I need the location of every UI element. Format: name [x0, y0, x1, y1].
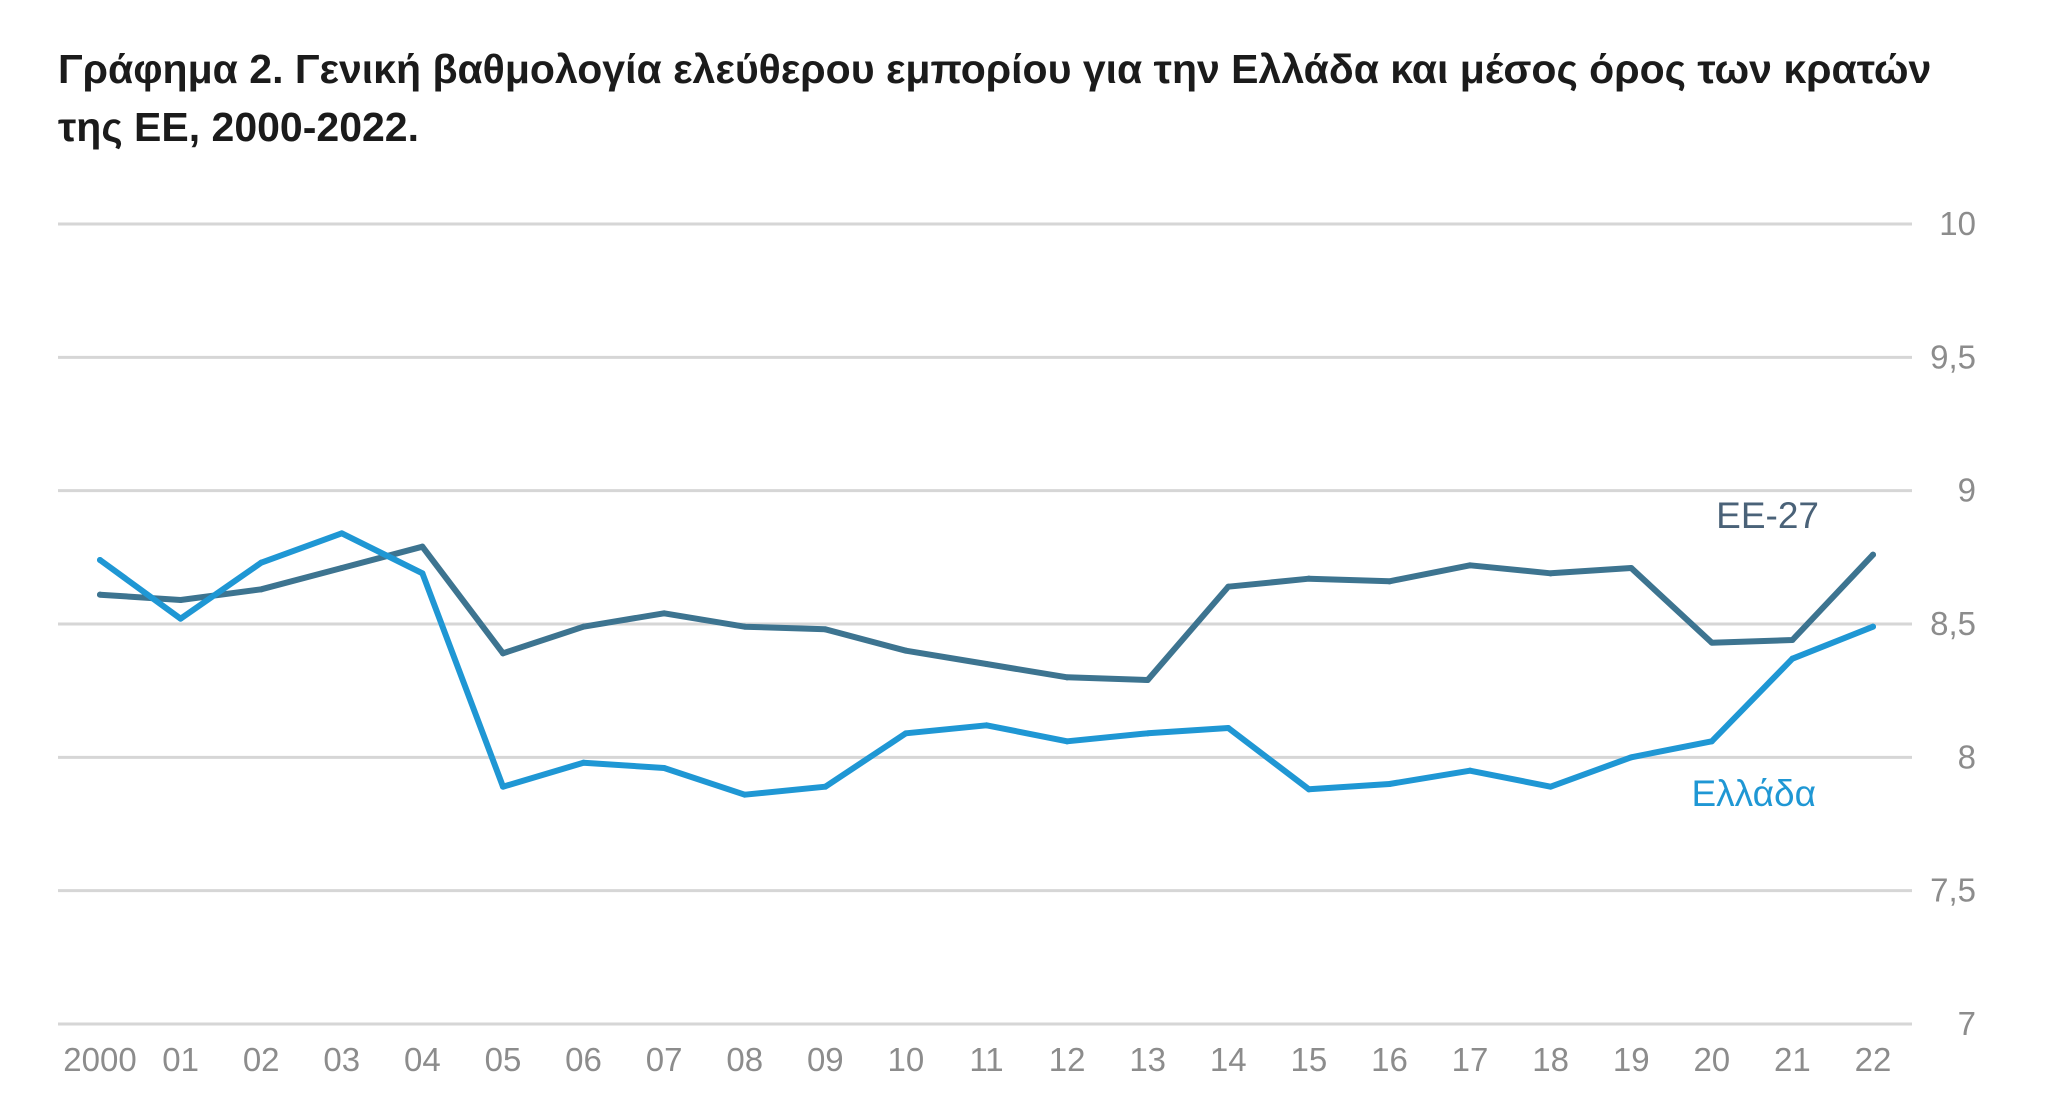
- data-point: [1870, 551, 1876, 558]
- chart-title: Γράφημα 2. Γενική βαθμολογία ελεύθερου ε…: [58, 46, 1932, 150]
- data-point: [419, 570, 426, 577]
- data-point: [902, 647, 909, 654]
- x-tick-label: 18: [1532, 1041, 1569, 1078]
- y-tick-label: 7: [1958, 1005, 1976, 1042]
- series-lines: [97, 530, 1876, 798]
- data-point: [1547, 783, 1554, 790]
- x-tick-label: 20: [1693, 1041, 1730, 1078]
- y-tick-label: 8: [1958, 738, 1976, 775]
- data-point: [1708, 738, 1715, 745]
- data-point: [661, 610, 668, 617]
- x-tick-label: 14: [1210, 1041, 1247, 1078]
- data-point: [499, 783, 506, 790]
- x-axis-ticks: 2000 01 02 03 04 05 06 07 08 09 10 11 12 13 14 15 16 17 18…: [63, 1041, 1891, 1078]
- data-point: [1708, 639, 1715, 646]
- data-point: [1467, 562, 1474, 569]
- data-point: [822, 626, 829, 633]
- data-point: [177, 615, 184, 622]
- x-tick-label: 13: [1129, 1041, 1166, 1078]
- data-point: [1628, 754, 1635, 761]
- x-tick-label: 04: [404, 1041, 441, 1078]
- data-point: [1628, 565, 1635, 571]
- y-tick-label: 9,5: [1930, 338, 1976, 375]
- data-point: [661, 765, 668, 771]
- x-tick-label: 06: [565, 1041, 602, 1078]
- data-point: [1386, 578, 1393, 585]
- x-tick-label: 22: [1855, 1041, 1892, 1078]
- data-point: [983, 661, 990, 667]
- series-label: Ελλάδα: [1692, 773, 1817, 814]
- data-point: [1789, 655, 1796, 662]
- data-point: [741, 623, 748, 630]
- data-point: [902, 730, 909, 737]
- series-label: ΕΕ-27: [1716, 495, 1819, 536]
- x-tick-label: 2000: [63, 1041, 136, 1078]
- x-tick-label: 09: [807, 1041, 844, 1078]
- x-tick-label: 12: [1049, 1041, 1086, 1078]
- data-point: [97, 557, 103, 563]
- data-point: [338, 530, 345, 537]
- data-point: [1870, 623, 1876, 630]
- x-tick-label: 16: [1371, 1041, 1408, 1078]
- data-point: [258, 586, 265, 593]
- x-tick-label: 10: [888, 1041, 925, 1078]
- x-tick-label: 21: [1774, 1041, 1811, 1078]
- data-point: [338, 565, 345, 571]
- y-tick-label: 9: [1958, 472, 1976, 509]
- data-point: [177, 597, 184, 603]
- y-tick-label: 7,5: [1930, 872, 1976, 909]
- x-tick-label: 08: [726, 1041, 763, 1078]
- data-point: [1144, 730, 1151, 737]
- data-point: [258, 559, 265, 566]
- data-point: [1225, 725, 1232, 731]
- gridlines: [58, 222, 1912, 1026]
- x-tick-label: 17: [1452, 1041, 1489, 1078]
- y-tick-label: 10: [1939, 205, 1976, 242]
- data-point: [983, 722, 990, 729]
- data-point: [419, 543, 426, 550]
- data-point: [1064, 674, 1071, 681]
- data-point: [1305, 786, 1312, 793]
- x-tick-label: 11: [969, 1041, 1003, 1078]
- series-labels: ΕΕ-27 Ελλάδα: [1692, 495, 1820, 814]
- x-tick-label: 19: [1613, 1041, 1650, 1078]
- y-tick-label: 8,5: [1930, 605, 1976, 642]
- data-point: [1467, 767, 1474, 774]
- data-point: [1789, 637, 1796, 643]
- data-point: [580, 759, 587, 766]
- data-point: [1386, 781, 1393, 787]
- data-point: [97, 591, 103, 598]
- data-point: [1225, 583, 1232, 590]
- x-tick-label: 07: [646, 1041, 683, 1078]
- data-point: [1144, 677, 1151, 683]
- x-tick-label: 03: [323, 1041, 360, 1078]
- data-point: [741, 791, 748, 798]
- y-axis-ticks: 10 9,5 9 8,5 8 7,5 7: [1930, 205, 1976, 1042]
- x-tick-label: 02: [243, 1041, 280, 1078]
- data-point: [1305, 575, 1312, 582]
- data-point: [1064, 738, 1071, 745]
- data-point: [1547, 570, 1554, 577]
- x-tick-label: 15: [1291, 1041, 1328, 1078]
- x-tick-label: 05: [485, 1041, 522, 1078]
- x-tick-label: 01: [162, 1041, 199, 1078]
- data-point: [580, 623, 587, 630]
- series-line-eu27: [97, 543, 1876, 683]
- data-point: [499, 650, 506, 657]
- data-point: [822, 783, 829, 790]
